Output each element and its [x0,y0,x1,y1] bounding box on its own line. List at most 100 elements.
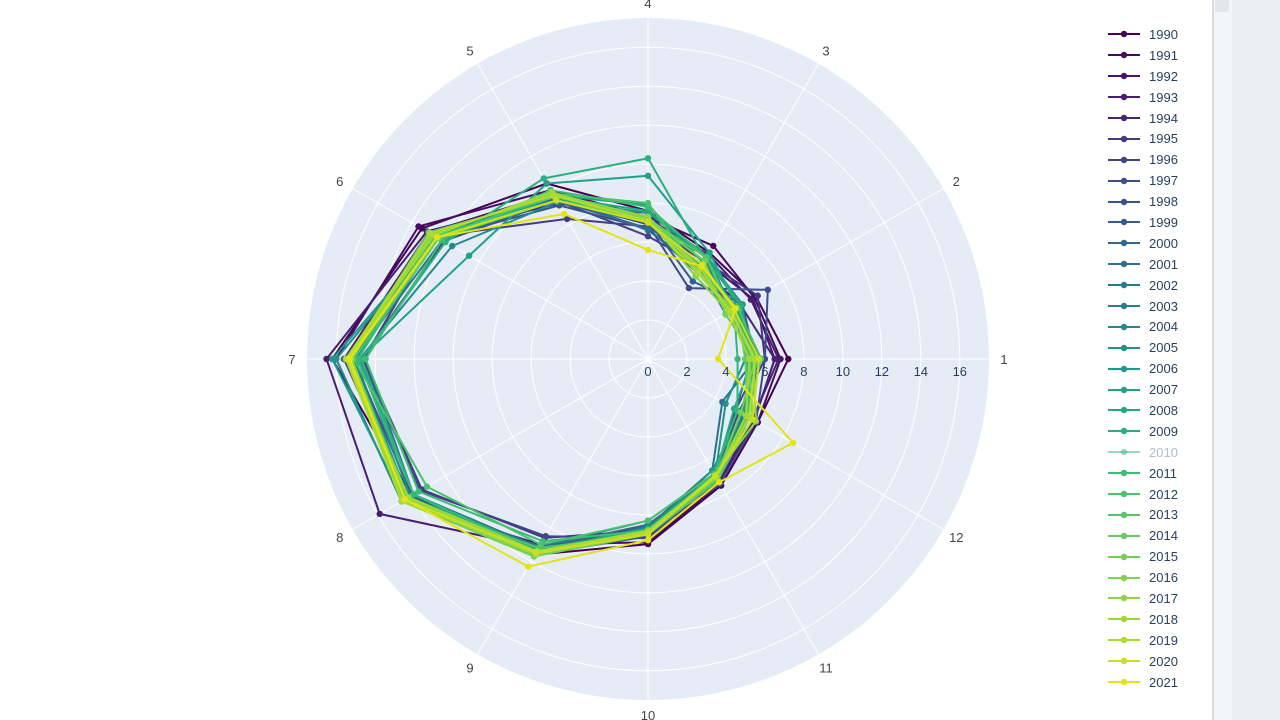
radial-tick-label: 0 [644,364,651,379]
data-point [362,355,369,363]
legend-swatch [1108,469,1140,477]
data-point [449,242,456,250]
legend-swatch [1108,595,1140,602]
legend-swatch [1108,93,1140,101]
legend-swatch [1108,553,1140,560]
legend-label: 2009 [1149,423,1178,439]
angular-label: 9 [466,660,473,675]
legend-item-2013[interactable]: 2013 [1106,504,1210,525]
legend-swatch [1108,302,1140,310]
legend-label: 2016 [1149,570,1178,586]
legend-swatch [1108,386,1140,393]
data-point [644,246,652,254]
data-point [747,296,755,303]
legend-item-2002[interactable]: 2002 [1106,275,1210,296]
legend-item-2004[interactable]: 2004 [1106,316,1210,337]
legend-item-2003[interactable]: 2003 [1106,296,1210,317]
data-point [737,409,744,416]
legend-swatch [1108,323,1140,331]
legend-item-2017[interactable]: 2017 [1106,588,1210,609]
legend-item-1998[interactable]: 1998 [1106,191,1210,212]
radial-tick-label: 12 [875,364,889,379]
legend-label: 2019 [1149,632,1178,648]
data-point [689,278,696,285]
legend-item-2007[interactable]: 2007 [1106,379,1210,400]
legend-item-2009[interactable]: 2009 [1106,421,1210,442]
legend-label: 1996 [1149,152,1178,168]
data-point [764,286,771,293]
legend-item-1994[interactable]: 1994 [1106,108,1210,129]
angular-label: 2 [953,174,960,189]
panel-divider [1212,0,1214,720]
legend-item-2012[interactable]: 2012 [1106,484,1210,505]
scrollbar[interactable] [1232,0,1280,720]
data-point [785,355,792,363]
data-point [376,510,383,518]
data-point [423,483,431,490]
legend-label: 2007 [1149,382,1178,398]
legend-item-2018[interactable]: 2018 [1106,609,1210,630]
angular-label: 1 [1000,352,1007,367]
legend-swatch [1108,511,1140,519]
legend-label: 1995 [1149,131,1178,147]
data-point [755,355,763,363]
legend-item-2006[interactable]: 2006 [1106,358,1210,379]
legend-item-1996[interactable]: 1996 [1106,149,1210,170]
scrollbar-thumb[interactable] [1215,0,1229,12]
legend-item-2000[interactable]: 2000 [1106,233,1210,254]
legend-swatch [1108,177,1140,184]
data-point [710,242,717,250]
data-point [644,531,652,538]
data-point [644,537,652,544]
legend-label: 1990 [1149,26,1178,42]
legend-label: 2004 [1149,319,1178,335]
radial-tick-label: 14 [914,364,928,379]
legend-item-2005[interactable]: 2005 [1106,337,1210,358]
legend-swatch [1108,114,1140,122]
data-point [563,215,571,223]
angular-label: 4 [644,0,651,11]
legend-item-1999[interactable]: 1999 [1106,212,1210,233]
plot-area: 0 2 4 6 8 10 12 14 16 1 2 3 4 5 6 7 8 9 10 11 12 [0,0,1212,720]
legend-label: 1992 [1149,68,1178,84]
legend-item-1992[interactable]: 1992 [1106,66,1210,87]
legend-item-2011[interactable]: 2011 [1106,463,1210,484]
legend-swatch [1108,637,1140,644]
legend-swatch [1108,490,1140,498]
data-point [415,223,422,230]
legend-item-1997[interactable]: 1997 [1106,170,1210,191]
legend-swatch [1108,73,1140,80]
legend-item-2020[interactable]: 2020 [1106,651,1210,672]
legend-label: 2001 [1149,256,1178,272]
legend-swatch [1108,240,1140,247]
legend-item-2019[interactable]: 2019 [1106,630,1210,651]
legend-item-2014[interactable]: 2014 [1106,525,1210,546]
legend-label: 2011 [1149,465,1177,481]
data-point [401,496,409,503]
legend-item-2016[interactable]: 2016 [1106,567,1210,588]
radial-tick-label: 8 [800,364,807,379]
legend-item-2015[interactable]: 2015 [1106,546,1210,567]
legend-item-1991[interactable]: 1991 [1106,45,1210,66]
legend-swatch [1108,281,1140,289]
data-point [329,355,336,363]
legend-swatch [1108,261,1140,268]
legend-swatch [1108,219,1140,226]
data-point [746,355,753,363]
data-point [644,155,652,162]
legend-item-1990[interactable]: 1990 [1106,24,1210,45]
legend-item-2021[interactable]: 2021 [1106,672,1210,693]
data-point [754,292,761,299]
legend-item-2001[interactable]: 2001 [1106,254,1210,275]
legend-label: 2010 [1149,444,1178,460]
legend-item-2008[interactable]: 2008 [1106,400,1210,421]
legend-item-2010[interactable]: 2010 [1106,442,1210,463]
legend-label: 2000 [1149,235,1178,251]
legend-item-1995[interactable]: 1995 [1106,128,1210,149]
legend-item-1993[interactable]: 1993 [1106,87,1210,108]
data-point [525,563,532,570]
data-point [553,197,560,204]
legend-label: 1999 [1149,214,1178,230]
grid-spoke [352,188,649,360]
